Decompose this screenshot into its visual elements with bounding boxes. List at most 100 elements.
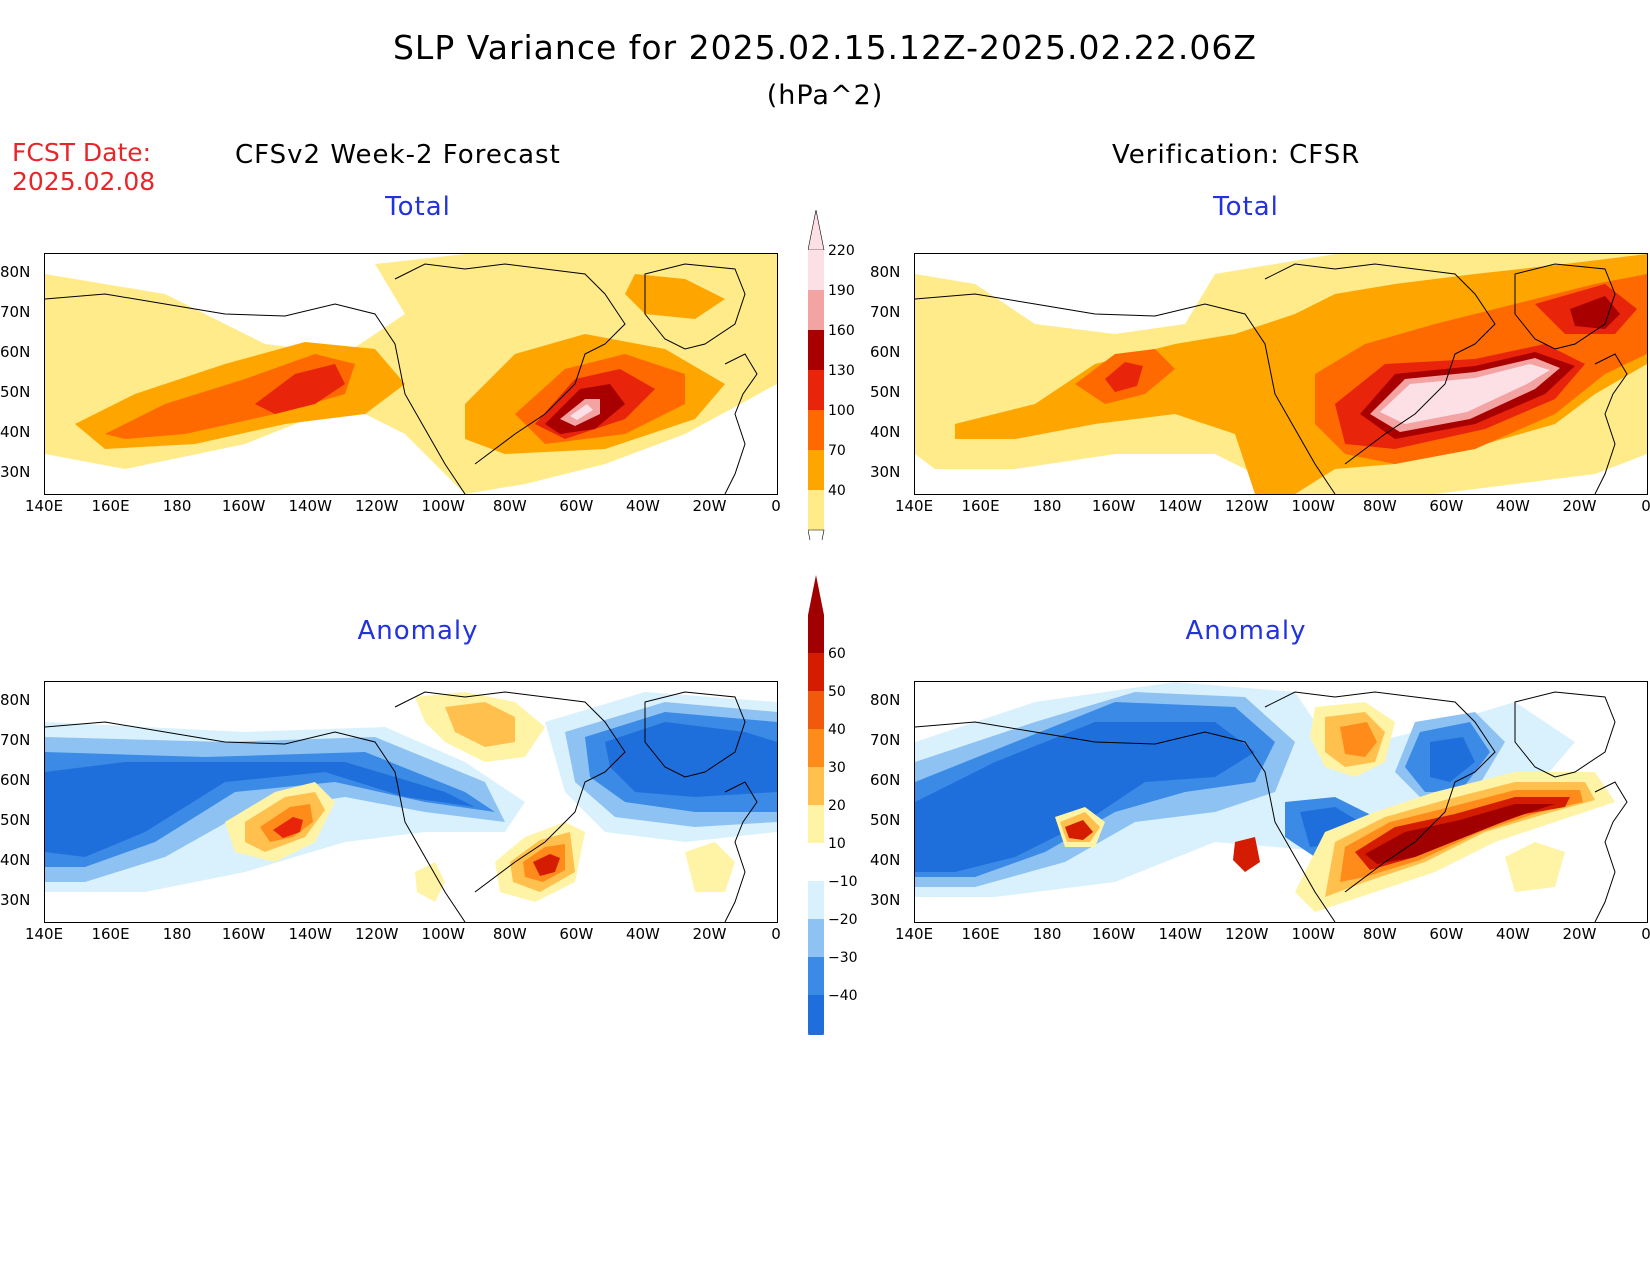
colorbar-anomaly-label: −30 (828, 950, 858, 966)
lon-tick-label: 180 (162, 497, 192, 515)
colorbar-anomaly-swatch (808, 805, 824, 843)
panel-title-anomaly-forecast: Anomaly (357, 616, 479, 646)
lat-tick-label: 70N (0, 731, 31, 749)
colorbar-anomaly-swatch (808, 881, 824, 919)
lon-tick-label: 20W (1562, 497, 1597, 515)
lon-tick-label: 160E (961, 497, 1000, 515)
colorbar-total-label: 190 (828, 283, 855, 299)
colorbar-total-label: 220 (828, 243, 855, 259)
colorbar-anomaly-swatch (808, 767, 824, 805)
units-label: (hPa^2) (766, 80, 884, 111)
colorbar-total-swatch (808, 410, 824, 450)
colorbar-anomaly-swatch (808, 615, 824, 653)
lon-tick-label: 160E (961, 925, 1000, 943)
lat-tick-label: 80N (870, 691, 901, 709)
lon-tick-label: 60W (559, 925, 594, 943)
map-anomaly-verification (914, 681, 1648, 923)
colorbar-anomaly-swatch (808, 843, 824, 881)
colorbar-anomaly-label: −20 (828, 912, 858, 928)
lon-tick-label: 20W (1562, 925, 1597, 943)
colorbar-anomaly-label: −10 (828, 874, 858, 890)
colorbar-total-swatch (808, 490, 824, 530)
lon-tick-label: 180 (1032, 497, 1062, 515)
lat-tick-label: 30N (0, 463, 31, 481)
colorbar-anomaly: 60 50 40 30 20 10 −10 −20 −30 −40 (808, 575, 888, 1073)
lon-tick-label: 0 (771, 497, 781, 515)
lat-tick-label: 60N (870, 343, 901, 361)
lat-tick-label: 60N (0, 343, 31, 361)
colorbar-total-swatch (808, 330, 824, 370)
lat-tick-label: 70N (870, 303, 901, 321)
lat-tick-label: 50N (870, 383, 901, 401)
lon-tick-label: 40W (625, 497, 660, 515)
lat-tick-label: 80N (870, 263, 901, 281)
lat-tick-label: 30N (0, 891, 31, 909)
lon-tick-label: 80W (492, 497, 527, 515)
lat-tick-label: 60N (0, 771, 31, 789)
colorbar-total-label: 40 (828, 483, 846, 499)
lon-tick-label: 140W (288, 925, 332, 943)
lat-tick-label: 80N (0, 263, 31, 281)
colorbar-total-label: 130 (828, 363, 855, 379)
colorbar-anomaly-max-arrow (808, 575, 824, 615)
lon-tick-label: 160W (1091, 497, 1136, 515)
lat-tick-label: 40N (870, 423, 901, 441)
lon-tick-label: 160W (1091, 925, 1136, 943)
lon-tick-label: 20W (692, 925, 727, 943)
lon-tick-label: 140W (288, 497, 332, 515)
lon-tick-label: 100W (1291, 925, 1335, 943)
colorbar-total-label: 100 (828, 403, 855, 419)
field-total-verification (915, 254, 1647, 494)
lat-tick-label: 30N (870, 891, 901, 909)
fcst-date: FCST Date: 2025.02.08 (12, 138, 155, 196)
lat-tick-label: 40N (0, 423, 31, 441)
lat-tick-label: 80N (0, 691, 31, 709)
colorbar-anomaly-swatch (808, 919, 824, 957)
colorbar-total-swatch (808, 290, 824, 330)
map-total-verification (914, 253, 1648, 495)
lon-tick-label: 160E (91, 925, 130, 943)
colorbar-total-swatch (808, 450, 824, 490)
lon-tick-label: 120W (354, 497, 399, 515)
colorbar-total: 220 190 160 130 100 70 40 (807, 209, 878, 571)
lon-tick-label: 160W (221, 925, 266, 943)
lon-tick-label: 180 (162, 925, 192, 943)
right-column-heading: Verification: CFSR (1112, 140, 1361, 170)
lon-tick-label: 20W (692, 497, 727, 515)
colorbar-anomaly-label: −40 (828, 988, 858, 1004)
lon-tick-label: 140E (24, 497, 64, 515)
lon-tick-label: 180 (1032, 925, 1062, 943)
lon-tick-label: 100W (421, 497, 465, 515)
colorbar-anomaly-label: 40 (828, 722, 846, 738)
field-anomaly-verification (915, 682, 1628, 922)
colorbar-total-swatch (808, 370, 824, 410)
colorbar-anomaly-swatch (808, 691, 824, 729)
lon-tick-label: 160W (221, 497, 266, 515)
lon-tick-label: 140E (894, 925, 934, 943)
lon-tick-label: 80W (1362, 925, 1397, 943)
lat-tick-label: 50N (0, 383, 31, 401)
lon-tick-label: 80W (1362, 497, 1397, 515)
colorbar-anomaly-min-arrow (808, 1033, 824, 1073)
colorbar-anomaly-swatch (808, 957, 824, 995)
lat-tick-label: 40N (870, 851, 901, 869)
lon-tick-label: 40W (625, 925, 660, 943)
lon-tick-label: 100W (421, 925, 465, 943)
lon-tick-label: 140W (1158, 497, 1202, 515)
colorbar-anomaly-label: 30 (828, 760, 846, 776)
fcst-date-value: 2025.02.08 (12, 167, 156, 196)
lon-tick-label: 0 (1641, 925, 1650, 943)
colorbar-anomaly-label: 60 (828, 646, 846, 662)
map-total-forecast (44, 253, 778, 495)
colorbar-anomaly-label: 20 (828, 798, 846, 814)
lon-tick-label: 40W (1495, 497, 1530, 515)
colorbar-anomaly-swatch (808, 995, 824, 1033)
field-anomaly-forecast (45, 691, 777, 922)
colorbar-total-min-arrow (807, 529, 825, 571)
left-column-heading: CFSv2 Week-2 Forecast (235, 140, 561, 170)
panel-title-total-forecast: Total (385, 192, 451, 222)
lon-tick-label: 60W (1429, 497, 1464, 515)
lon-tick-label: 160E (91, 497, 130, 515)
lon-tick-label: 60W (1429, 925, 1464, 943)
panel-title-anomaly-verification: Anomaly (1185, 616, 1307, 646)
